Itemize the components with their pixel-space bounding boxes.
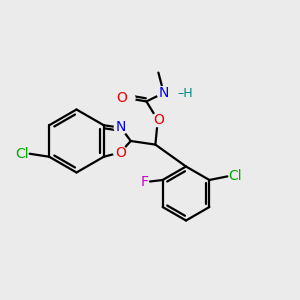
Text: O: O <box>116 92 127 105</box>
Text: N: N <box>116 119 126 134</box>
Circle shape <box>114 146 127 159</box>
Circle shape <box>122 92 135 105</box>
Text: –H: –H <box>177 87 193 100</box>
Text: N: N <box>159 86 169 100</box>
Text: Cl: Cl <box>229 169 242 183</box>
Text: F: F <box>141 175 149 188</box>
Circle shape <box>151 113 164 127</box>
Text: O: O <box>116 146 126 160</box>
Circle shape <box>114 121 128 134</box>
Circle shape <box>157 86 170 100</box>
Text: O: O <box>153 113 164 127</box>
Text: Cl: Cl <box>15 147 28 161</box>
